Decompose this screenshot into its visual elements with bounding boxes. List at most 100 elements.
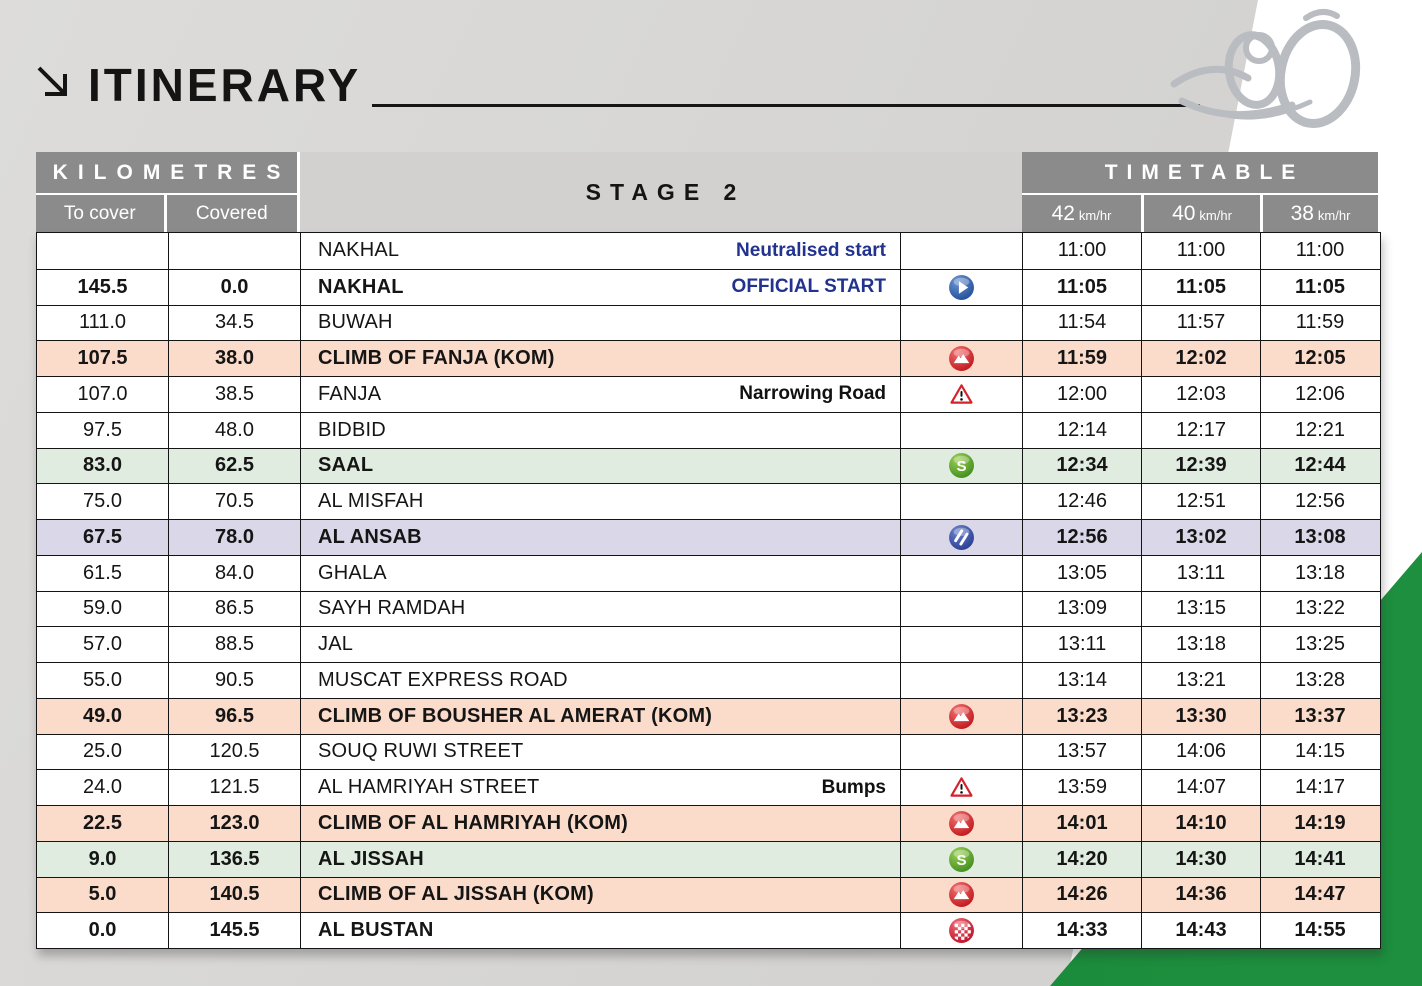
location-name: GHALA [318, 561, 387, 584]
location-cell: CLIMB OF AL JISSAH (KOM) [301, 877, 901, 913]
time-cell: 11:57 [1142, 305, 1261, 341]
location-name: JAL [318, 633, 354, 656]
time-cell: 12:03 [1142, 377, 1261, 412]
time-cell: 13:02 [1142, 520, 1261, 555]
time-cell: 11:54 [1023, 305, 1142, 341]
itinerary-row: 22.5 123.0 CLIMB OF AL HAMRIYAH (KOM) 14:01… [37, 805, 1380, 841]
svg-text:S: S [956, 852, 966, 869]
kom-climb-icon [948, 703, 975, 730]
covered-cell: 78.0 [169, 520, 301, 555]
itinerary-row: 57.0 88.5 JAL 13:11 13:18 13:25 [37, 626, 1380, 662]
time-cell: 13:59 [1023, 770, 1142, 805]
location-name: CLIMB OF FANJA (KOM) [318, 347, 555, 370]
location-cell: AL HAMRIYAH STREET Bumps [301, 770, 901, 805]
time-cell: 14:41 [1294, 847, 1346, 870]
speed-subheader: 42 km/hr 40 km/hr 38 km/hr [1022, 195, 1378, 232]
time-cell: 12:39 [1142, 448, 1261, 484]
location-name: AL BUSTAN [318, 919, 434, 942]
location-note: Neutralised start [736, 239, 886, 261]
sprint-icon: S [948, 846, 975, 873]
route-icon-cell: S [901, 448, 1023, 484]
covered-cell: 136.5 [169, 841, 301, 877]
location-name: AL JISSAH [318, 847, 424, 870]
time-cell: 14:06 [1142, 734, 1261, 770]
covered-cell: 70.5 [169, 484, 301, 519]
time-cell: 14:20 [1023, 841, 1142, 877]
itinerary-row: 24.0 121.5 AL HAMRIYAH STREET Bumps 13:59 14:… [37, 769, 1380, 805]
time-cell: 12:00 [1023, 377, 1142, 412]
time-cell: 12:14 [1023, 412, 1142, 448]
speed-unit: km/hr [1078, 208, 1112, 223]
itinerary-row: 0.0 145.5 AL BUSTAN 14:33 14:43 14:55 [37, 912, 1380, 948]
route-icon-cell [901, 305, 1023, 341]
covered-cell: 62.5 [169, 448, 301, 484]
route-icon-cell: S [901, 841, 1023, 877]
location-note: OFFICIAL START [731, 276, 886, 298]
time-cell: 13:08 [1294, 525, 1346, 548]
speed-38-header: 38 km/hr [1260, 195, 1378, 232]
time-cell: 13:15 [1142, 591, 1261, 627]
location-cell: GHALA [301, 555, 901, 591]
location-name: BIDBID [318, 418, 386, 441]
location-cell: CLIMB OF BOUSHER AL AMERAT (KOM) [301, 698, 901, 734]
time-cell: 13:09 [1023, 591, 1142, 627]
location-name: SOUQ RUWI STREET [318, 740, 524, 763]
location-name: AL HAMRIYAH STREET [318, 776, 540, 799]
location-cell: BUWAH [301, 305, 901, 341]
to-cover-cell: 75.0 [37, 484, 169, 519]
time-cell: 14:33 [1023, 913, 1142, 948]
time-cell: 11:05 [1294, 275, 1346, 298]
time-cell: 14:26 [1023, 877, 1142, 913]
route-icon-cell [901, 877, 1023, 913]
page-heading: ITINERARY [34, 58, 361, 112]
itinerary-row: 107.5 38.0 CLIMB OF FANJA (KOM) 11:59 12:02 1… [37, 340, 1380, 376]
feed-zone-icon [948, 524, 975, 551]
kilometres-subheader: To cover Covered [36, 195, 300, 232]
sprint-icon: S [948, 452, 975, 479]
to-cover-cell: 0.0 [37, 913, 169, 948]
itinerary-row: 55.0 90.5 MUSCAT EXPRESS ROAD 13:14 13:21 13:… [37, 662, 1380, 698]
to-cover-cell: 111.0 [37, 305, 169, 341]
itinerary-row: NAKHAL Neutralised start 11:00 11:00 11:00 [37, 233, 1380, 269]
route-icon-cell [901, 520, 1023, 555]
route-icon-cell [901, 627, 1023, 662]
location-name: CLIMB OF AL JISSAH (KOM) [318, 883, 594, 906]
covered-cell: 140.5 [169, 877, 301, 913]
time-cell: 13:05 [1023, 555, 1142, 591]
covered-cell: 90.5 [169, 663, 301, 698]
to-cover-cell [37, 233, 169, 269]
location-cell: NAKHAL OFFICIAL START [301, 269, 901, 305]
to-cover-cell: 145.5 [37, 269, 169, 305]
itinerary-row: 83.0 62.5 SAAL S 12:34 12:39 12:44 [37, 447, 1380, 484]
speed-42-header: 42 km/hr [1022, 195, 1141, 232]
covered-cell [169, 233, 301, 269]
route-icon-cell [901, 269, 1023, 305]
stage-header: STAGE 2 [300, 152, 1022, 232]
location-cell: SOUQ RUWI STREET [301, 734, 901, 770]
location-name: MUSCAT EXPRESS ROAD [318, 668, 568, 691]
location-cell: JAL [301, 627, 901, 662]
to-cover-cell: 22.5 [37, 806, 169, 841]
time-cell: 11:05 [1142, 269, 1261, 305]
time-cell: 11:59 [1295, 311, 1345, 334]
route-icon-cell [901, 341, 1023, 376]
location-name: CLIMB OF BOUSHER AL AMERAT (KOM) [318, 704, 713, 727]
time-cell: 13:21 [1142, 663, 1261, 698]
to-cover-cell: 24.0 [37, 770, 169, 805]
to-cover-cell: 61.5 [37, 555, 169, 591]
covered-header: Covered [166, 195, 297, 232]
location-cell: AL JISSAH [301, 841, 901, 877]
route-icon-cell [901, 555, 1023, 591]
covered-cell: 38.0 [169, 341, 301, 376]
covered-cell: 0.0 [169, 269, 301, 305]
time-cell: 11:05 [1023, 269, 1142, 305]
to-cover-cell: 107.0 [37, 377, 169, 412]
route-icon-cell [901, 698, 1023, 734]
location-cell: AL ANSAB [301, 520, 901, 555]
location-cell: FANJA Narrowing Road [301, 377, 901, 412]
location-cell: AL BUSTAN [301, 913, 901, 948]
time-cell: 14:15 [1294, 740, 1346, 763]
route-icon-cell [901, 484, 1023, 519]
svg-text:S: S [956, 458, 966, 475]
time-cell: 13:28 [1294, 668, 1346, 691]
